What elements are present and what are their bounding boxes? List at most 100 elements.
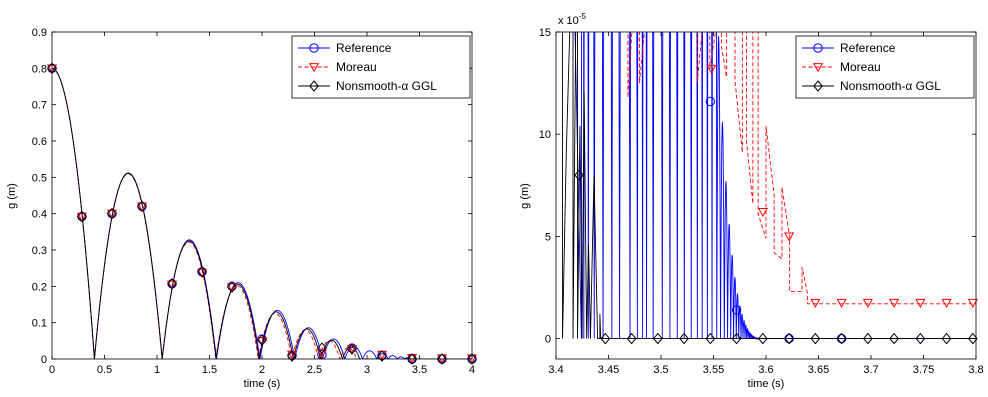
legend-box <box>291 35 471 99</box>
series-1-marker <box>967 298 978 309</box>
y-tick-label: 0.9 <box>32 27 47 39</box>
y-tick-label: 0.7 <box>32 100 47 112</box>
right-y-multiplier: x 10-5 <box>558 12 586 27</box>
y-tick-label: 0 <box>545 334 551 346</box>
series-1-marker <box>784 232 795 242</box>
series-1-marker <box>316 349 328 359</box>
legend-marker <box>813 80 823 92</box>
series-2-marker <box>941 332 952 345</box>
left-plot: 0 0.5 1 1.5 2 2.5 3 3.5 4 0 0.1 0.2 0.3 0.4 0.5 0.6 0.7… <box>6 27 478 390</box>
series-1-marker <box>76 212 87 222</box>
right-x-axis-label: time (s) <box>748 378 785 390</box>
series-2-marker <box>377 350 387 362</box>
series-2-marker <box>731 332 742 345</box>
series-1-marker <box>226 283 238 293</box>
series-2-marker <box>862 332 873 345</box>
x-tick-label: 3.8 <box>968 364 983 376</box>
legend-marker <box>813 43 823 53</box>
series-2-marker <box>317 342 327 354</box>
series-2-marker <box>437 353 447 365</box>
series-2-marker <box>467 353 477 365</box>
y-tick-label: 0.1 <box>32 318 47 330</box>
x-tick-label: 3.5 <box>653 364 668 376</box>
series-1-marker <box>810 298 821 309</box>
y-tick-label: 0.4 <box>32 209 47 221</box>
left-y-axis-label: g (m) <box>6 183 18 209</box>
right-markers-layer <box>574 64 978 345</box>
left-series-layer <box>52 67 472 359</box>
series-2-marker <box>574 169 584 181</box>
series-1-marker <box>941 298 952 309</box>
legend-box <box>795 35 975 99</box>
x-tick-label: 0.5 <box>97 364 112 376</box>
legend-marker <box>309 80 319 92</box>
series-1-marker <box>862 298 873 309</box>
series-1-marker <box>136 202 148 212</box>
series-1-marker <box>106 209 118 219</box>
series-2-marker <box>287 350 297 362</box>
series-2-marker <box>679 332 689 345</box>
x-tick-label: 3.45 <box>598 364 619 376</box>
series-2-marker <box>600 332 611 345</box>
series-2-marker <box>197 266 207 278</box>
legend-marker <box>812 63 824 73</box>
left-x-ticks: 0 0.5 1 1.5 2 2.5 3 3.5 4 <box>49 32 475 376</box>
series-1-marker <box>706 64 717 75</box>
series-1-marker <box>889 298 900 309</box>
x-tick-label: 3.4 <box>548 364 563 376</box>
x-tick-label: 1 <box>154 364 160 376</box>
right-y-multiplier-base: x 10 <box>558 15 579 27</box>
x-tick-label: 2 <box>259 364 265 376</box>
x-tick-label: 3 <box>364 364 370 376</box>
x-tick-label: 4 <box>469 364 475 376</box>
series-1-marker <box>757 207 768 218</box>
right-y-axis-label: g (m) <box>519 183 531 209</box>
series-2-marker <box>167 278 177 290</box>
series-2-marker <box>626 332 637 345</box>
x-tick-label: 3.65 <box>808 364 829 376</box>
legend-label: Reference <box>336 41 392 55</box>
y-tick-label: 0.3 <box>32 245 47 257</box>
series-0-marker <box>705 96 716 107</box>
legend-label: Nonsmooth-α GGL <box>336 79 437 93</box>
y-tick-label: 0.6 <box>32 136 47 148</box>
series-2-marker <box>407 353 417 365</box>
series-0-marker <box>731 305 742 315</box>
series-1-marker <box>836 298 847 309</box>
series-2-marker <box>757 332 768 345</box>
left-y-ticks: 0 0.1 0.2 0.3 0.4 0.5 0.6 0.7 0.8 0.9 <box>32 27 472 366</box>
legend-marker <box>308 63 320 73</box>
series-2-marker <box>836 332 847 345</box>
right-x-ticks: 3.4 3.45 3.5 3.55 3.6 3.65 3.7 3.75 3.8 <box>548 32 984 376</box>
series-2-marker <box>652 332 663 345</box>
series-line-1 <box>627 32 976 305</box>
series-2-marker <box>810 332 821 345</box>
series-line-2 <box>52 67 472 359</box>
right-y-ticks: 0 5 10 15 <box>539 27 976 346</box>
series-2-marker <box>107 207 117 220</box>
y-tick-label: 0 <box>41 354 47 366</box>
right-series-layer <box>562 32 976 341</box>
x-tick-label: 3.55 <box>703 364 724 376</box>
series-2-marker <box>227 281 237 293</box>
series-2-marker <box>784 332 794 345</box>
legend-label: Reference <box>840 41 896 55</box>
right-y-multiplier-exponent: -5 <box>579 12 587 21</box>
series-1-marker <box>346 344 358 355</box>
x-tick-label: 2.5 <box>307 364 322 376</box>
x-tick-label: 1.5 <box>202 364 217 376</box>
y-tick-label: 15 <box>539 27 551 39</box>
series-line-2 <box>562 32 976 340</box>
series-2-marker <box>889 332 899 345</box>
x-tick-label: 3.6 <box>758 364 773 376</box>
series-1-marker <box>256 336 268 347</box>
legend-marker <box>309 43 319 53</box>
y-tick-label: 0.2 <box>32 281 47 293</box>
series-2-marker <box>915 332 926 345</box>
right-plot: 3.4 3.45 3.5 3.55 3.6 3.65 3.7 3.75 3.8 0 5 10 15 x… <box>519 12 984 390</box>
series-2-marker <box>257 334 267 346</box>
legend-label: Moreau <box>336 60 377 74</box>
x-tick-label: 3.7 <box>863 364 878 376</box>
legend-label: Nonsmooth-α GGL <box>840 79 941 93</box>
